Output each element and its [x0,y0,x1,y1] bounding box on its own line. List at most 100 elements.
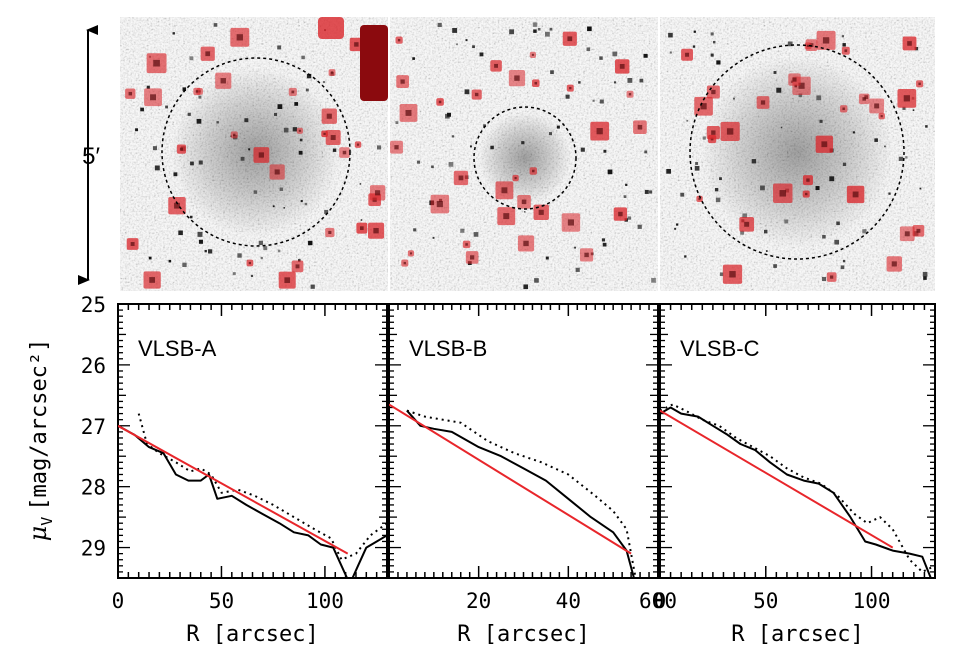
image-strip [120,17,935,291]
point-source [248,148,251,151]
point-source [710,32,714,36]
masked-source-core [465,243,468,246]
masked-source-core [501,187,508,194]
point-source [666,169,671,174]
point-source [888,192,891,195]
point-source [545,256,549,260]
masked-source-core [494,63,498,68]
masked-source-core [584,252,589,258]
y-axis-title: μV [mag/arcsec²] [24,339,56,542]
masked-source-core [567,36,573,42]
point-source [784,219,789,224]
point-source [447,112,451,117]
point-source [283,127,289,133]
point-source [451,135,455,138]
point-source [599,56,603,60]
masked-source-core [862,97,866,101]
point-source [263,246,268,251]
masked-source-core [514,75,520,81]
point-source [575,267,580,272]
point-source [766,250,768,252]
point-source [902,106,906,110]
masked-source-core [538,209,544,215]
point-source [623,195,627,199]
sky-image-2 [390,17,658,291]
point-source [204,249,207,253]
point-source [250,274,254,278]
masked-source-core [233,133,236,137]
point-source [140,107,144,112]
masked-source-core [470,255,475,260]
point-source [692,45,696,48]
point-source [905,156,908,159]
point-source [196,118,202,124]
point-source [135,128,138,132]
point-source [412,57,415,60]
point-source [472,45,475,49]
point-source [651,277,656,283]
point-source [173,172,178,177]
point-source [822,235,826,239]
point-source [639,78,644,83]
aperture-circle [161,57,351,247]
masked-source-core [284,277,291,284]
point-source [533,29,537,33]
masked-source-core [532,169,535,173]
scale-bar: 5′ [78,25,100,285]
point-source [431,165,434,169]
masked-source-core [375,190,381,196]
point-source [148,256,152,260]
galaxy-glow [700,55,894,249]
masked-source-core [852,191,859,198]
masked-source-core [903,95,910,102]
point-source [603,149,607,153]
point-source [277,249,281,253]
masked-source-core [916,228,921,233]
alt-profile-line [137,413,387,561]
point-source [464,89,470,95]
point-source [836,221,840,226]
point-source [764,229,768,234]
point-source [310,284,315,289]
point-source [469,145,472,148]
masked-source-core [205,51,211,57]
scale-bar-label: 5′ [82,143,100,170]
x-axis-title: R [arcsec] [731,622,863,647]
y-tick-label: 27 [81,415,106,439]
point-source [521,141,525,145]
point-source [815,186,820,191]
masked-source-core [637,124,643,130]
masked-source-core [569,86,572,90]
x-tick-label: 50 [209,589,234,613]
point-source [376,145,382,150]
point-source [787,41,793,47]
point-source [693,30,696,33]
point-source [305,88,309,92]
masked-source-core [373,228,379,234]
series-group [660,403,935,578]
point-source [712,40,716,44]
masked-source-core [153,59,160,67]
point-source [189,56,194,61]
masked-source-core [258,152,265,158]
point-source [842,43,846,47]
masked-source-core [330,135,336,141]
fit-line [660,409,894,549]
point-source [456,43,458,46]
point-source [842,259,846,263]
point-source [298,150,303,155]
point-source [742,213,747,218]
point-source [587,26,592,32]
point-source [178,230,183,236]
point-source [232,272,236,276]
masked-source-core [805,192,808,196]
point-source [649,190,653,194]
masked-source-core [918,82,921,85]
y-axis-title-sub: V [38,517,56,526]
point-source [719,177,722,181]
point-source [643,53,648,58]
galaxy-glow [479,112,571,204]
x-tick-label: 0 [654,589,667,613]
point-source [258,240,264,246]
masked-source-core [400,79,405,84]
